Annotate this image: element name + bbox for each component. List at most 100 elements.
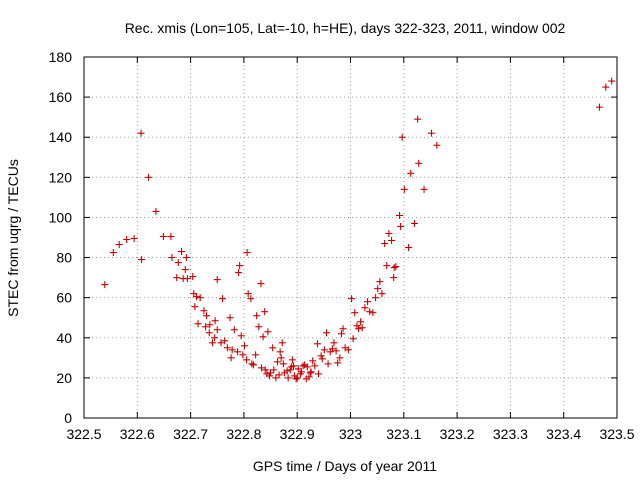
data-point (206, 321, 214, 329)
data-point (240, 342, 248, 350)
x-tick-label: 322.8 (226, 426, 261, 442)
data-point (196, 294, 204, 302)
data-point (428, 129, 436, 137)
data-point (364, 298, 372, 306)
data-point (237, 332, 245, 340)
data-point (213, 326, 221, 334)
data-point (276, 348, 284, 356)
data-point (292, 375, 300, 383)
data-point (181, 266, 189, 274)
data-point (219, 295, 227, 303)
data-point (286, 366, 294, 374)
data-point (192, 293, 200, 301)
data-point (130, 235, 138, 243)
y-tick-label: 100 (49, 209, 73, 225)
data-point (267, 369, 275, 377)
data-point (323, 329, 331, 337)
data-point (332, 347, 340, 355)
data-series (101, 77, 616, 383)
data-point (397, 222, 405, 230)
data-point (200, 307, 208, 315)
data-point (101, 281, 109, 289)
data-point (275, 371, 283, 379)
data-point (144, 173, 152, 181)
data-point (203, 312, 211, 320)
data-point (235, 269, 243, 277)
data-point (315, 370, 323, 378)
data-point (283, 367, 291, 375)
data-point (223, 344, 231, 352)
data-point (602, 83, 610, 91)
data-point (174, 259, 182, 267)
data-point (272, 374, 280, 382)
data-point (392, 263, 400, 271)
y-tick-label: 120 (49, 169, 73, 185)
chart-title: Rec. xmis (Lon=105, Lat=-10, h=HE), days… (125, 20, 566, 36)
data-point (257, 364, 265, 372)
y-tick-label: 20 (56, 370, 72, 386)
y-tick-label: 60 (56, 290, 72, 306)
data-point (400, 185, 408, 193)
data-point (252, 351, 260, 359)
data-point (307, 368, 315, 376)
data-point (348, 295, 356, 303)
data-point (178, 248, 186, 256)
data-point (259, 333, 267, 341)
x-tick-label: 323 (339, 426, 363, 442)
data-point (244, 290, 252, 298)
data-point (167, 232, 175, 240)
data-point (330, 339, 338, 347)
y-tick-label: 140 (49, 129, 73, 145)
x-tick-label: 323.2 (440, 426, 475, 442)
data-point (264, 328, 272, 336)
data-point (236, 262, 244, 270)
data-point (320, 346, 328, 354)
data-point (299, 362, 307, 370)
data-point (303, 363, 311, 371)
y-tick-label: 160 (49, 89, 73, 105)
data-point (230, 326, 238, 334)
data-point (407, 169, 415, 177)
x-axis-label: GPS time / Days of year 2011 (253, 458, 437, 474)
x-tick-label: 323.4 (546, 426, 581, 442)
data-point (183, 275, 191, 283)
data-point (415, 159, 423, 167)
x-tick-label: 322.7 (173, 426, 208, 442)
y-tick-label: 40 (56, 330, 72, 346)
data-point (270, 366, 278, 374)
data-point (202, 323, 210, 331)
data-point (168, 254, 176, 262)
data-point (608, 77, 616, 85)
data-point (249, 361, 257, 369)
data-point (123, 236, 131, 244)
data-point (109, 249, 117, 257)
data-point (243, 249, 251, 257)
data-point (273, 358, 281, 366)
data-point (159, 232, 167, 240)
data-point (376, 278, 384, 286)
data-point (269, 344, 277, 352)
data-point (261, 366, 269, 374)
data-point (324, 360, 332, 368)
y-tick-label: 180 (49, 49, 73, 65)
data-point (227, 354, 235, 362)
data-point (317, 352, 325, 360)
data-point (414, 115, 422, 123)
data-point (361, 304, 369, 312)
x-tick-label: 323.1 (386, 426, 421, 442)
data-point (253, 312, 261, 320)
x-tick-label: 323.3 (493, 426, 528, 442)
data-point (194, 320, 202, 328)
y-tick-labels: 0 20 40 60 80 100 120 140 160 180 (49, 49, 73, 426)
data-point (357, 318, 365, 326)
data-point (334, 359, 342, 367)
data-point (182, 254, 190, 262)
data-point (228, 346, 236, 354)
data-point (354, 325, 362, 333)
data-point (284, 374, 292, 382)
data-point (152, 207, 160, 215)
data-point (247, 295, 255, 303)
data-point (369, 309, 377, 317)
